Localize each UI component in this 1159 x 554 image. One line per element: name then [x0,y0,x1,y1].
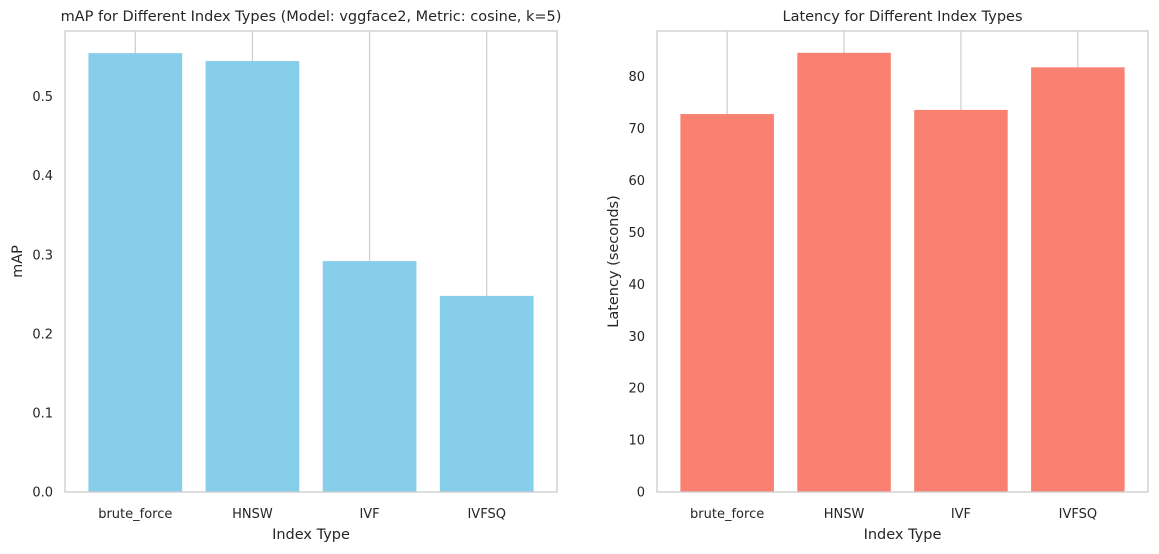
latency-y-tick-label: 20 [628,382,645,397]
latency-chart-title: Latency for Different Index Types [782,9,1022,25]
latency-y-tick-label: 60 [628,174,645,189]
map-y-tick-label: 0.2 [32,327,53,342]
map-y-tick-label: 0.5 [32,90,53,105]
latency-axes-frame [656,30,1149,493]
latency-y-tick-label: 40 [628,278,645,293]
map-x-tick-label: IVF [359,507,379,522]
map-bar [205,61,300,492]
latency-chart: brute_force HNSW IVF IVFSQ 0 10 20 30 40 50 60 70 80… [606,9,1149,543]
latency-x-tick-label: IVFSQ [1059,507,1097,522]
map-x-axis-label: Index Type [272,527,350,543]
map-chart: brute_force HNSW IVF IVFSQ 0.0 0.1 0.2 0.3 0.4 0.… [10,9,561,543]
latency-bar [680,114,774,493]
map-x-tick-label: HNSW [232,507,273,522]
latency-y-axis-label: Latency (seconds) [606,195,622,328]
map-y-tick-label: 0.0 [32,486,53,501]
map-bar [322,261,417,492]
map-y-axis-label: mAP [10,245,26,278]
map-bar [88,53,183,492]
map-x-tick-label: brute_force [98,507,172,522]
latency-bar [1031,67,1125,492]
latency-y-tick-label: 0 [637,486,645,501]
latency-y-tick-label: 80 [628,70,645,85]
latency-x-tick-label: brute_force [690,507,764,522]
map-y-tick-label: 0.3 [32,248,53,263]
latency-y-tick-label: 70 [628,122,645,137]
latency-bar [797,52,891,493]
map-y-tick-label: 0.4 [32,169,53,184]
latency-y-tick-label: 50 [628,226,645,241]
map-axes-frame [64,30,558,493]
map-bar [439,295,534,492]
latency-bar [914,109,1008,492]
latency-x-axis-label: Index Type [864,527,942,543]
latency-x-tick-label: IVF [951,507,971,522]
latency-y-tick-label: 10 [628,434,645,449]
latency-x-tick-label: HNSW [824,507,865,522]
map-x-tick-label: IVFSQ [467,507,505,522]
latency-y-tick-label: 30 [628,330,645,345]
map-chart-title: mAP for Different Index Types (Model: vg… [61,9,562,25]
map-y-tick-label: 0.1 [32,406,53,421]
